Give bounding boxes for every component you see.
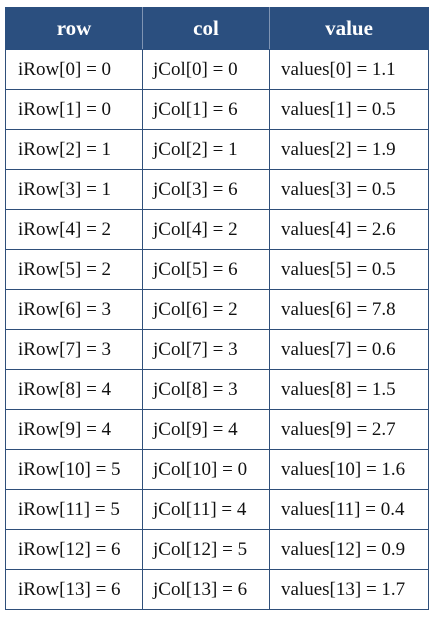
col-index-cell: jCol[10] = 0 [142, 449, 270, 490]
table-row: iRow[7] = 3 jCol[7] = 3 values[7] = 0.6 [5, 329, 429, 370]
col-index-cell: jCol[6] = 2 [142, 289, 270, 330]
table-row: iRow[0] = 0 jCol[0] = 0 values[0] = 1.1 [5, 49, 429, 90]
col-index-cell: jCol[5] = 6 [142, 249, 270, 290]
table-row: iRow[9] = 4 jCol[9] = 4 values[9] = 2.7 [5, 409, 429, 450]
value-cell: values[4] = 2.6 [269, 209, 429, 250]
col-index-cell: jCol[0] = 0 [142, 49, 270, 90]
row-index-cell: iRow[1] = 0 [5, 89, 143, 130]
table-row: iRow[6] = 3 jCol[6] = 2 values[6] = 7.8 [5, 289, 429, 330]
table-header: row col value [5, 7, 429, 50]
table-row: iRow[10] = 5 jCol[10] = 0 values[10] = 1.6 [5, 449, 429, 490]
row-index-cell: iRow[12] = 6 [5, 529, 143, 570]
column-header-row: row [5, 7, 143, 50]
col-index-cell: jCol[7] = 3 [142, 329, 270, 370]
col-index-cell: jCol[9] = 4 [142, 409, 270, 450]
table-row: iRow[8] = 4 jCol[8] = 3 values[8] = 1.5 [5, 369, 429, 410]
value-cell: values[8] = 1.5 [269, 369, 429, 410]
sparse-matrix-table: row col value iRow[0] = 0 jCol[0] = 0 valu… [5, 7, 429, 610]
col-index-cell: jCol[3] = 6 [142, 169, 270, 210]
table-row: iRow[12] = 6 jCol[12] = 5 values[12] = 0.9 [5, 529, 429, 570]
value-cell: values[0] = 1.1 [269, 49, 429, 90]
col-index-cell: jCol[2] = 1 [142, 129, 270, 170]
value-cell: values[2] = 1.9 [269, 129, 429, 170]
row-index-cell: iRow[6] = 3 [5, 289, 143, 330]
col-index-cell: jCol[11] = 4 [142, 489, 270, 530]
table-body: iRow[0] = 0 jCol[0] = 0 values[0] = 1.1 iRo… [5, 49, 429, 610]
value-cell: values[6] = 7.8 [269, 289, 429, 330]
col-index-cell: jCol[8] = 3 [142, 369, 270, 410]
table-row: iRow[1] = 0 jCol[1] = 6 values[1] = 0.5 [5, 89, 429, 130]
col-index-cell: jCol[13] = 6 [142, 569, 270, 610]
row-index-cell: iRow[9] = 4 [5, 409, 143, 450]
col-index-cell: jCol[4] = 2 [142, 209, 270, 250]
row-index-cell: iRow[11] = 5 [5, 489, 143, 530]
table-row: iRow[3] = 1 jCol[3] = 6 values[3] = 0.5 [5, 169, 429, 210]
value-cell: values[10] = 1.6 [269, 449, 429, 490]
row-index-cell: iRow[5] = 2 [5, 249, 143, 290]
column-header-value: value [269, 7, 429, 50]
header-row: row col value [5, 7, 429, 50]
col-index-cell: jCol[12] = 5 [142, 529, 270, 570]
value-cell: values[5] = 0.5 [269, 249, 429, 290]
table-row: iRow[11] = 5 jCol[11] = 4 values[11] = 0.4 [5, 489, 429, 530]
value-cell: values[1] = 0.5 [269, 89, 429, 130]
table-row: iRow[4] = 2 jCol[4] = 2 values[4] = 2.6 [5, 209, 429, 250]
value-cell: values[3] = 0.5 [269, 169, 429, 210]
row-index-cell: iRow[0] = 0 [5, 49, 143, 90]
column-header-col: col [142, 7, 270, 50]
table-row: iRow[5] = 2 jCol[5] = 6 values[5] = 0.5 [5, 249, 429, 290]
row-index-cell: iRow[3] = 1 [5, 169, 143, 210]
row-index-cell: iRow[10] = 5 [5, 449, 143, 490]
value-cell: values[11] = 0.4 [269, 489, 429, 530]
table-row: iRow[13] = 6 jCol[13] = 6 values[13] = 1.7 [5, 569, 429, 610]
value-cell: values[13] = 1.7 [269, 569, 429, 610]
row-index-cell: iRow[7] = 3 [5, 329, 143, 370]
table-row: iRow[2] = 1 jCol[2] = 1 values[2] = 1.9 [5, 129, 429, 170]
row-index-cell: iRow[13] = 6 [5, 569, 143, 610]
value-cell: values[9] = 2.7 [269, 409, 429, 450]
row-index-cell: iRow[4] = 2 [5, 209, 143, 250]
col-index-cell: jCol[1] = 6 [142, 89, 270, 130]
row-index-cell: iRow[8] = 4 [5, 369, 143, 410]
value-cell: values[7] = 0.6 [269, 329, 429, 370]
value-cell: values[12] = 0.9 [269, 529, 429, 570]
row-index-cell: iRow[2] = 1 [5, 129, 143, 170]
sparse-matrix-table-container: row col value iRow[0] = 0 jCol[0] = 0 valu… [5, 7, 429, 610]
